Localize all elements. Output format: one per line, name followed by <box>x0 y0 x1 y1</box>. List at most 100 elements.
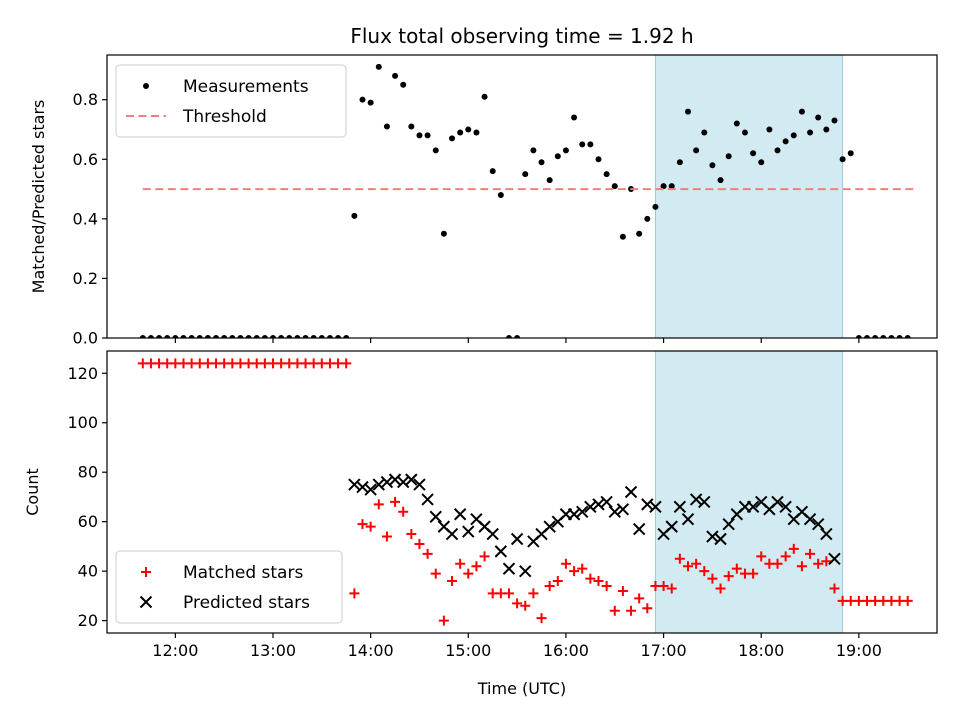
data-point <box>503 588 514 599</box>
data-point <box>348 478 361 491</box>
series-matched-stars <box>137 358 913 626</box>
data-point <box>821 556 832 567</box>
data-point <box>807 129 814 136</box>
data-point <box>880 335 887 338</box>
data-point <box>486 527 499 541</box>
data-point <box>593 576 604 587</box>
data-point <box>717 177 724 184</box>
data-point <box>609 605 620 616</box>
legend-label: Measurements <box>183 77 309 97</box>
data-point <box>229 335 236 338</box>
data-point <box>904 335 911 338</box>
data-point <box>626 605 637 616</box>
data-point <box>839 156 846 163</box>
data-point <box>471 561 482 572</box>
data-point <box>674 553 685 564</box>
counts-panel: 20 40 60 80 100 120 12:00 13:00 14:00 15:00 16:00 1… <box>23 350 938 660</box>
data-point <box>172 335 179 338</box>
y-axis-label: Count <box>23 468 42 516</box>
ratio-panel: 0.0 0.2 0.4 0.6 0.8 Matched/Predicted stars Me… <box>29 54 938 348</box>
legend-marker <box>141 567 151 577</box>
data-point <box>585 573 596 584</box>
legend-label: Threshold <box>182 107 267 127</box>
legend-marker <box>139 595 153 609</box>
y-tick-label: 120 <box>67 364 98 383</box>
data-point <box>310 335 317 338</box>
data-point <box>820 527 833 541</box>
data-point <box>592 498 605 511</box>
data-point <box>641 498 654 511</box>
data-point <box>400 81 407 88</box>
data-point <box>392 72 399 79</box>
y-tick-label: 40 <box>78 562 98 581</box>
data-point <box>823 126 830 133</box>
data-point <box>746 500 760 514</box>
data-point <box>413 478 426 491</box>
data-point <box>326 335 333 338</box>
data-point <box>714 532 727 546</box>
data-point <box>888 335 895 338</box>
data-point <box>237 335 244 338</box>
data-point <box>416 132 423 139</box>
data-point <box>497 192 504 199</box>
data-point <box>519 564 532 578</box>
data-point <box>406 529 417 540</box>
data-point <box>364 483 377 496</box>
data-point <box>601 581 612 591</box>
data-point <box>421 493 434 506</box>
data-point <box>813 558 824 569</box>
data-point <box>147 335 154 338</box>
x-tick-label: 13:00 <box>250 641 296 660</box>
data-point <box>514 335 521 338</box>
y-tick-label: 100 <box>67 413 98 432</box>
y-axis-label: Matched/Predicted stars <box>29 100 48 294</box>
data-point <box>872 335 879 338</box>
data-point <box>380 475 394 489</box>
data-point <box>706 530 719 543</box>
data-point <box>668 183 675 190</box>
data-point <box>798 108 805 115</box>
data-point <box>691 558 702 569</box>
data-point <box>699 566 710 577</box>
data-point <box>221 335 228 338</box>
data-point <box>479 551 490 562</box>
data-point <box>253 335 260 338</box>
data-point <box>803 513 817 526</box>
data-point <box>213 335 220 338</box>
data-point <box>595 156 602 163</box>
data-point <box>779 500 792 514</box>
data-point <box>375 63 382 70</box>
data-point <box>587 141 594 148</box>
data-point <box>204 335 211 338</box>
data-point <box>440 230 447 237</box>
data-point <box>396 475 410 489</box>
data-point <box>422 548 433 559</box>
data-point <box>294 335 301 338</box>
data-point <box>579 141 586 148</box>
data-point <box>543 520 556 533</box>
y-tick-label: 60 <box>78 512 98 531</box>
x-tick-label: 18:00 <box>738 641 784 660</box>
data-point <box>373 499 384 510</box>
data-point <box>815 114 822 121</box>
data-point <box>414 538 425 549</box>
data-point <box>829 583 840 594</box>
data-point <box>632 522 646 536</box>
data-point <box>318 335 325 338</box>
data-point <box>489 168 496 175</box>
data-point <box>715 583 726 594</box>
data-point <box>636 230 643 237</box>
data-point <box>494 545 508 558</box>
data-point <box>286 335 293 338</box>
data-point <box>381 531 392 542</box>
data-point <box>351 212 358 219</box>
legend-label: Matched stars <box>183 563 303 583</box>
data-point <box>788 543 799 554</box>
ratio-axes-frame <box>106 54 938 339</box>
data-point <box>756 551 767 562</box>
data-point <box>805 548 816 559</box>
legend-box <box>115 550 343 624</box>
series-predicted-stars <box>348 473 841 578</box>
data-point <box>771 495 784 509</box>
